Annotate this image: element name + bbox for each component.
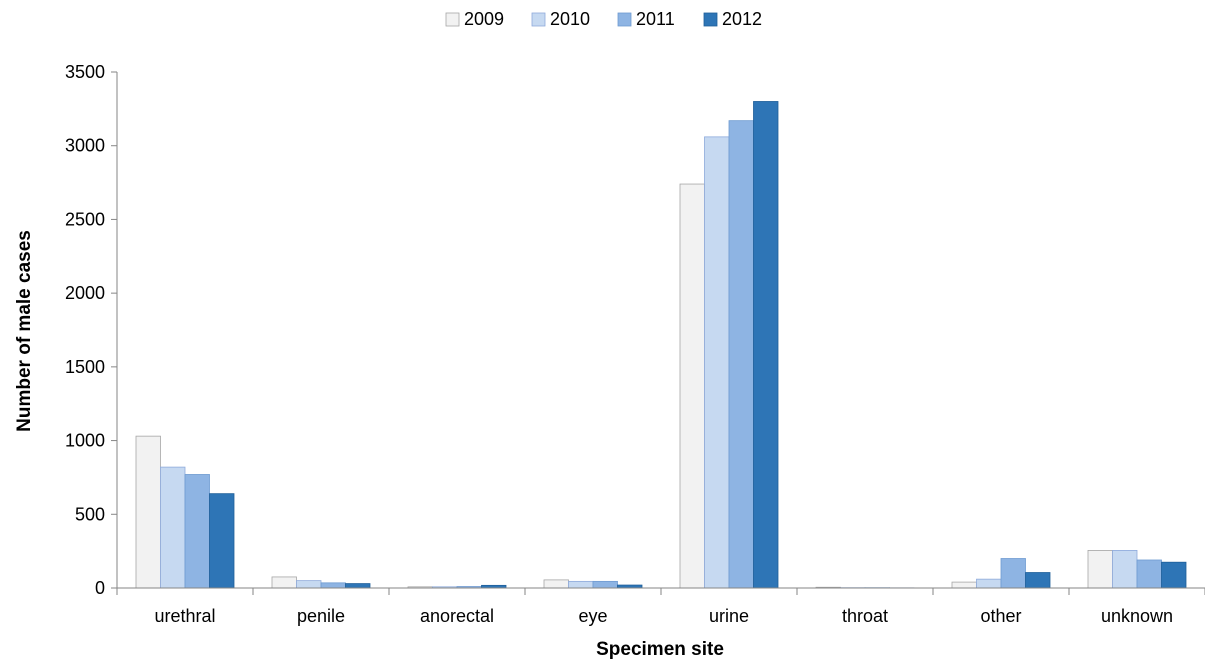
- x-tick-label-throat: throat: [842, 606, 888, 626]
- legend-swatch-2011: [617, 12, 632, 27]
- bar-urethral-2011: [184, 474, 210, 589]
- x-tick-label-penile: penile: [297, 606, 345, 626]
- bar-urine-2011: [728, 120, 754, 589]
- y-tick-label: 500: [75, 504, 105, 524]
- bars-group: [135, 101, 1187, 589]
- bar-urine-2009: [679, 183, 705, 589]
- bar-eye-2009: [543, 579, 569, 589]
- x-tick-label-eye: eye: [578, 606, 607, 626]
- y-tick-label: 1000: [65, 431, 105, 451]
- bar-unknown-2010: [1112, 550, 1138, 589]
- x-axis-title: Specimen site: [596, 639, 724, 660]
- bar-urethral-2012: [209, 493, 235, 589]
- bar-urine-2010: [704, 136, 730, 589]
- bar-other-2010: [976, 578, 1002, 589]
- legend-label-2012: 2012: [722, 9, 762, 29]
- bar-eye-2011: [592, 580, 618, 589]
- bar-other-2009: [951, 581, 977, 589]
- x-tick-label-unknown: unknown: [1101, 606, 1173, 626]
- y-tick-label: 2000: [65, 283, 105, 303]
- x-tick-label-other: other: [980, 606, 1021, 626]
- bar-eye-2010: [568, 580, 594, 589]
- y-tick-label: 3500: [65, 62, 105, 82]
- bar-urethral-2010: [160, 466, 186, 589]
- bar-other-2012: [1025, 572, 1051, 589]
- y-tick-label: 1500: [65, 357, 105, 377]
- legend: 2009 2010 2011 2012: [445, 9, 762, 29]
- x-tick-label-urine: urine: [709, 606, 749, 626]
- legend-swatch-2009: [445, 12, 460, 27]
- y-tick-label: 0: [95, 578, 105, 598]
- bar-urine-2012: [753, 101, 779, 589]
- legend-label-2010: 2010: [550, 9, 590, 29]
- bar-unknown-2011: [1136, 559, 1162, 589]
- legend-swatch-2010: [531, 12, 546, 27]
- legend-label-2011: 2011: [636, 9, 675, 29]
- bar-penile-2010: [296, 580, 322, 589]
- legend-label-2009: 2009: [464, 9, 504, 29]
- y-tick-label: 2500: [65, 209, 105, 229]
- x-tick-label-anorectal: anorectal: [420, 606, 494, 626]
- legend-swatch-2012: [703, 12, 718, 27]
- bar-other-2011: [1000, 558, 1026, 589]
- bar-penile-2009: [271, 576, 297, 589]
- x-tick-label-urethral: urethral: [154, 606, 215, 626]
- bar-penile-2011: [320, 582, 346, 589]
- bar-urethral-2009: [135, 435, 161, 589]
- bar-unknown-2012: [1161, 561, 1187, 589]
- y-axis-title: Number of male cases: [14, 230, 35, 432]
- axes-group: 0 500 1000 1500 2000 2500 3000 3500 urethral peni…: [65, 62, 1205, 626]
- bar-unknown-2009: [1087, 550, 1113, 589]
- y-tick-label: 3000: [65, 136, 105, 156]
- bar-penile-2012: [345, 583, 371, 589]
